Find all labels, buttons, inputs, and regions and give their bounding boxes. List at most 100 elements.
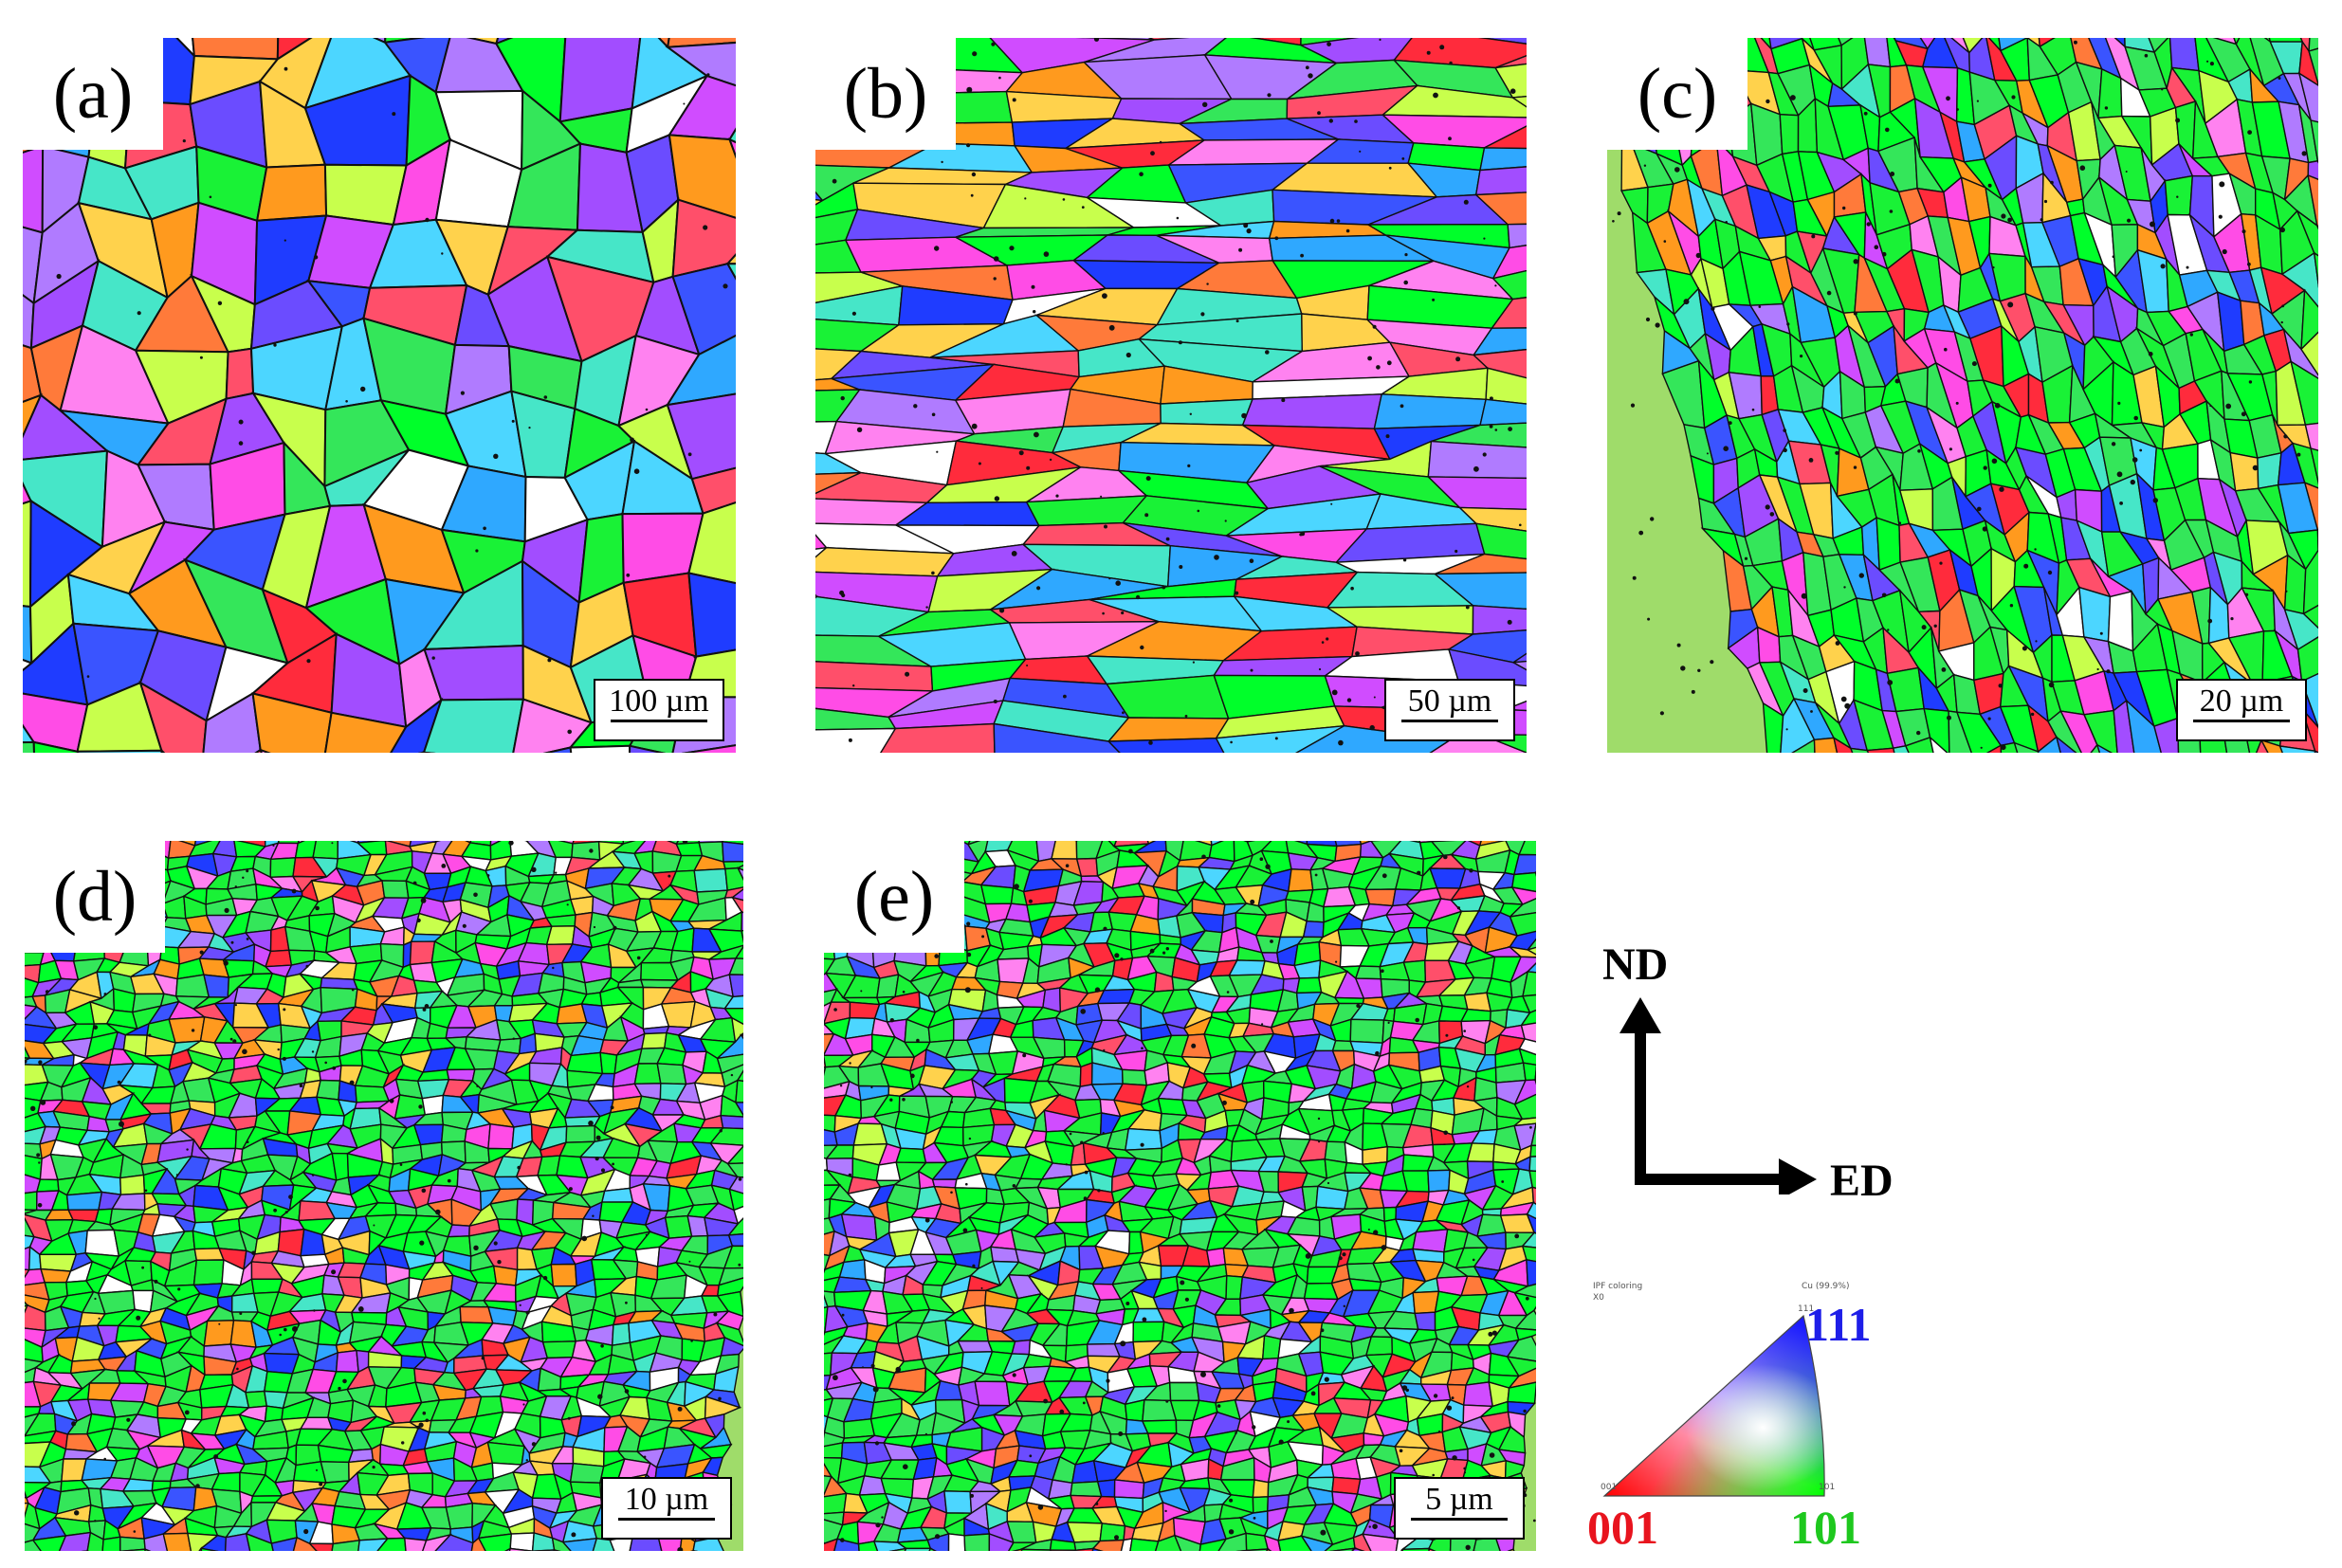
grain [35, 1178, 60, 1193]
grain-boundary-dot [238, 441, 244, 446]
grain [2287, 529, 2318, 571]
grain-boundary-dot [595, 1135, 601, 1140]
grain-boundary-dot [1638, 530, 1644, 536]
scale-bar-a: 100 µm [594, 679, 724, 741]
grain [422, 698, 525, 753]
grain-boundary-dot [1139, 172, 1144, 176]
grain [736, 1069, 743, 1083]
grain [1435, 553, 1527, 575]
grain-boundary-dot [2000, 744, 2006, 751]
grain-boundary-dot [713, 1312, 718, 1317]
grain-boundary-dot [473, 1245, 479, 1250]
grain-boundary-dot [2148, 352, 2153, 356]
grain-boundary-dot [925, 606, 928, 609]
grain [1491, 297, 1527, 329]
grain-boundary-dot [319, 1482, 323, 1486]
grain-boundary-dot [251, 1250, 256, 1255]
grain [316, 1079, 341, 1101]
grain-boundary-dot [1663, 240, 1667, 243]
scale-bar-text: 100 µm [609, 684, 709, 719]
grain-boundary-dot [542, 1275, 548, 1281]
grain [718, 1267, 743, 1286]
grain-boundary-dot [273, 1208, 277, 1212]
grain [1466, 1142, 1495, 1163]
grain [335, 1349, 359, 1374]
grain-boundary-dot [971, 172, 977, 177]
grain [2313, 251, 2318, 288]
grain [245, 1390, 268, 1409]
grain-boundary-dot [994, 496, 1000, 501]
grain [2095, 743, 2113, 753]
grain-boundary-dot [1165, 537, 1170, 541]
grain-boundary-dot [422, 1008, 427, 1012]
grain-boundary-dot [1063, 694, 1067, 699]
grain-boundary-dot [419, 1240, 425, 1246]
grain-boundary-dot [612, 1162, 614, 1166]
grain-boundary-dot [2022, 646, 2027, 651]
grain-boundary-dot [1274, 737, 1278, 740]
grain [1510, 660, 1527, 671]
grain-boundary-dot [581, 1235, 588, 1242]
grain-boundary-dot [1330, 502, 1333, 505]
grain [728, 1176, 743, 1194]
grain [1985, 744, 2003, 753]
grain [1472, 605, 1527, 635]
grain-boundary-dot [497, 1260, 502, 1265]
grain [990, 1246, 1020, 1264]
grain-boundary-dot [311, 1174, 315, 1176]
grain [1528, 1156, 1536, 1173]
grain [2229, 451, 2260, 492]
grain-boundary-dot [229, 1037, 233, 1041]
grain-boundary-dot [1744, 556, 1748, 560]
grain-boundary-dot [232, 1039, 237, 1044]
ebsd-map-e: (e) 5 µm [824, 841, 1536, 1551]
grain [1333, 996, 1365, 1005]
grain-boundary-dot [303, 1528, 309, 1535]
grain-boundary-dot [476, 1085, 479, 1087]
grain [1493, 63, 1527, 99]
grain-boundary-dot [2296, 452, 2301, 457]
grain [895, 1147, 927, 1164]
grain-boundary-dot [141, 1266, 144, 1269]
grain [880, 722, 996, 753]
grain [569, 744, 631, 753]
grain-boundary-dot [282, 1056, 286, 1061]
grain-boundary-dot [1887, 629, 1890, 631]
grain-boundary-dot [1241, 412, 1247, 419]
grain-boundary-dot [2111, 442, 2116, 447]
grain [1508, 898, 1536, 919]
grain-boundary-dot [1786, 322, 1790, 326]
grain-boundary-dot [706, 73, 710, 77]
grain [1215, 725, 1345, 753]
grain-boundary-dot [2160, 264, 2166, 269]
grain-boundary-dot [1121, 611, 1125, 615]
grain [423, 644, 524, 702]
grain [2298, 40, 2318, 86]
grain-boundary-dot [683, 102, 686, 105]
grain-boundary-dot [2099, 631, 2103, 635]
grain [259, 748, 271, 753]
grain [724, 866, 743, 892]
grain [726, 1162, 743, 1178]
grain-boundary-dot [972, 51, 978, 57]
grain-boundary-dot [392, 112, 396, 117]
grain-boundary-dot [234, 885, 237, 888]
grain [2097, 67, 2123, 119]
grain-boundary-dot [1355, 651, 1360, 656]
grain [1512, 1283, 1536, 1299]
grain-boundary-dot [2043, 199, 2048, 204]
grain-boundary-dot [2206, 60, 2209, 63]
grain-boundary-dot [589, 848, 594, 853]
grain-boundary-dot [119, 1121, 124, 1127]
grain [2278, 745, 2316, 753]
grain-boundary-dot [999, 608, 1005, 613]
grain [459, 1305, 494, 1324]
grain-boundary-dot [315, 905, 320, 911]
scale-bar-line [2193, 720, 2290, 722]
grain-boundary-dot [966, 86, 973, 93]
grain [715, 1033, 743, 1060]
grain-boundary-dot [1783, 428, 1786, 432]
grain-boundary-dot [966, 143, 971, 148]
grain-boundary-dot [531, 1442, 537, 1447]
grain-boundary-dot [37, 1203, 43, 1208]
